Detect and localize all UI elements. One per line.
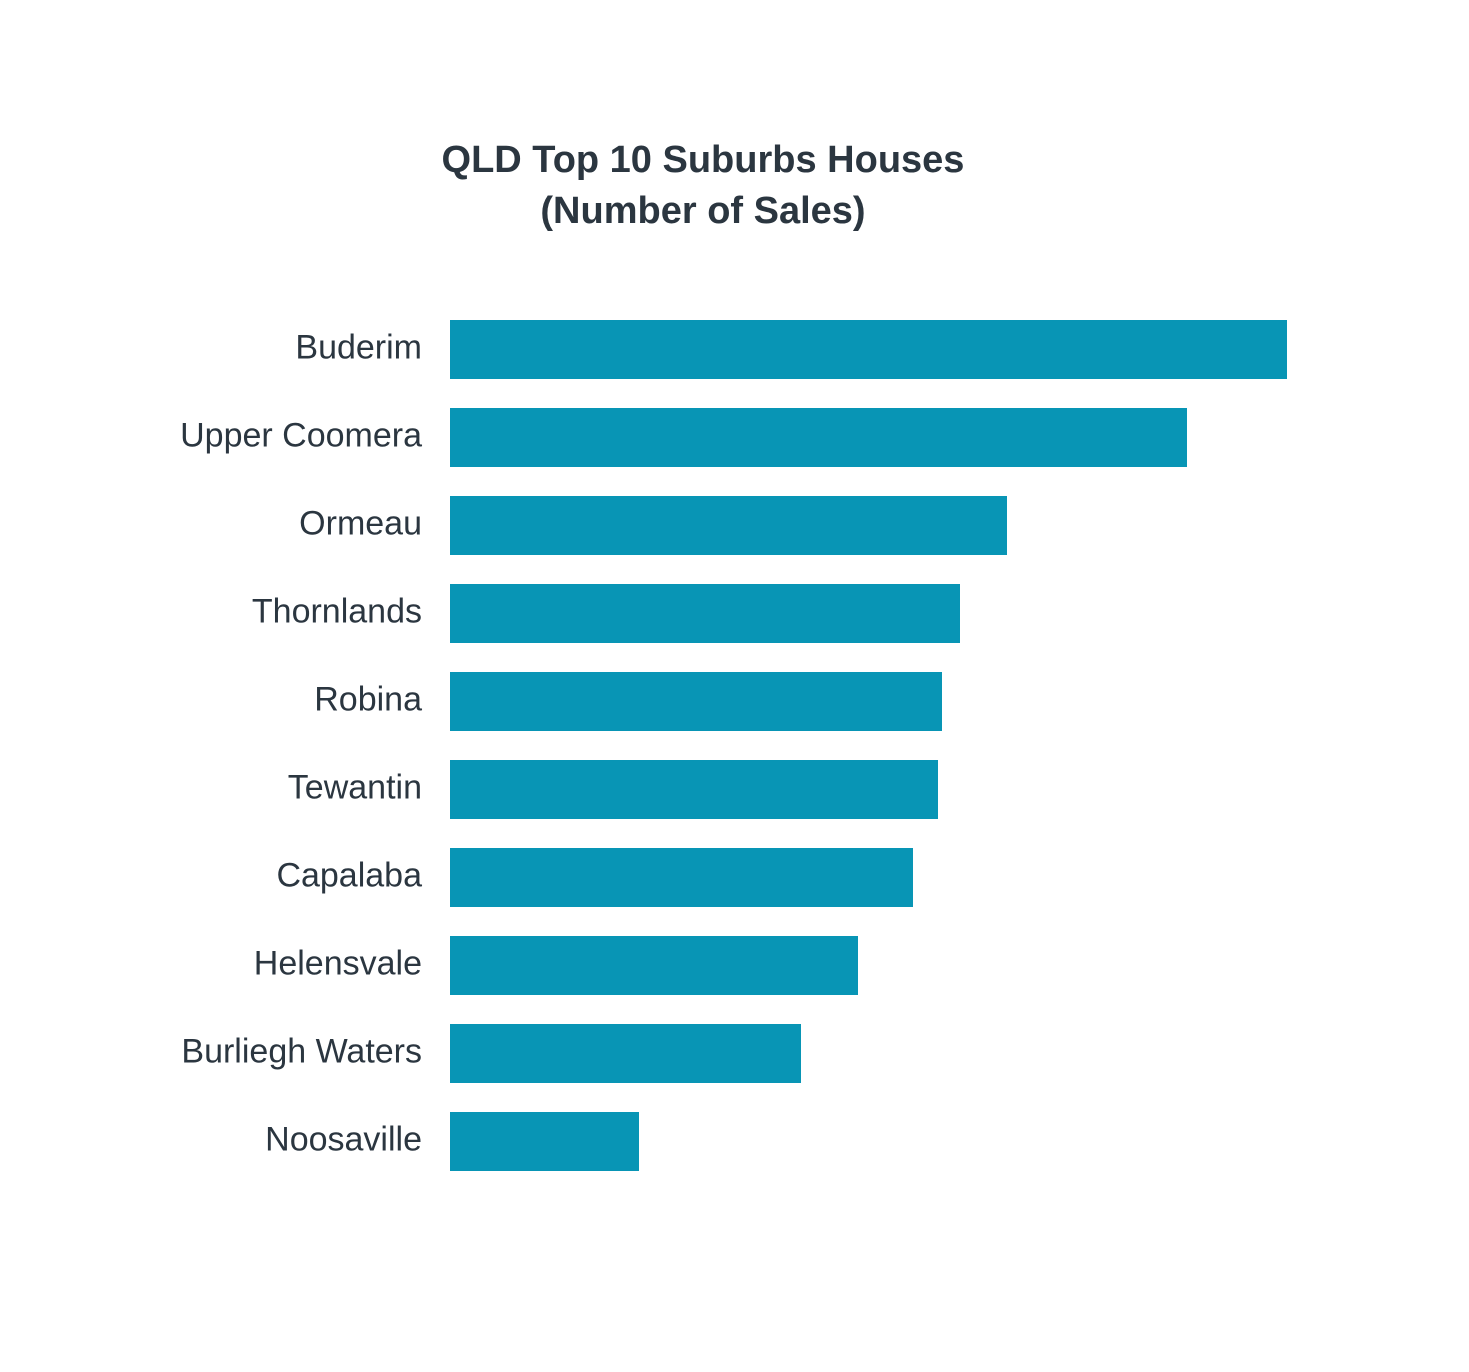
- bar: [450, 1112, 639, 1171]
- bar: [450, 672, 942, 731]
- y-tick-label: Buderim: [295, 328, 422, 366]
- y-tick-label: Burliegh Waters: [181, 1032, 422, 1070]
- y-tick-label: Robina: [314, 680, 422, 718]
- bar: [450, 848, 913, 907]
- chart-title: QLD Top 10 Suburbs Houses: [442, 139, 965, 181]
- y-tick-label: Noosaville: [265, 1120, 422, 1158]
- y-tick-label: Helensvale: [254, 944, 422, 982]
- y-tick-label: Thornlands: [252, 592, 422, 630]
- y-tick-label: Upper Coomera: [180, 416, 422, 454]
- y-tick-label: Tewantin: [288, 768, 422, 806]
- bar: [450, 760, 938, 819]
- y-tick-label: Capalaba: [276, 856, 422, 894]
- bar: [450, 408, 1187, 467]
- bar: [450, 320, 1287, 379]
- bar: [450, 496, 1007, 555]
- bar: [450, 1024, 801, 1083]
- y-tick-label: Ormeau: [299, 504, 422, 542]
- chart-subtitle: (Number of Sales): [540, 190, 865, 232]
- bar: [450, 936, 858, 995]
- bar: [450, 584, 960, 643]
